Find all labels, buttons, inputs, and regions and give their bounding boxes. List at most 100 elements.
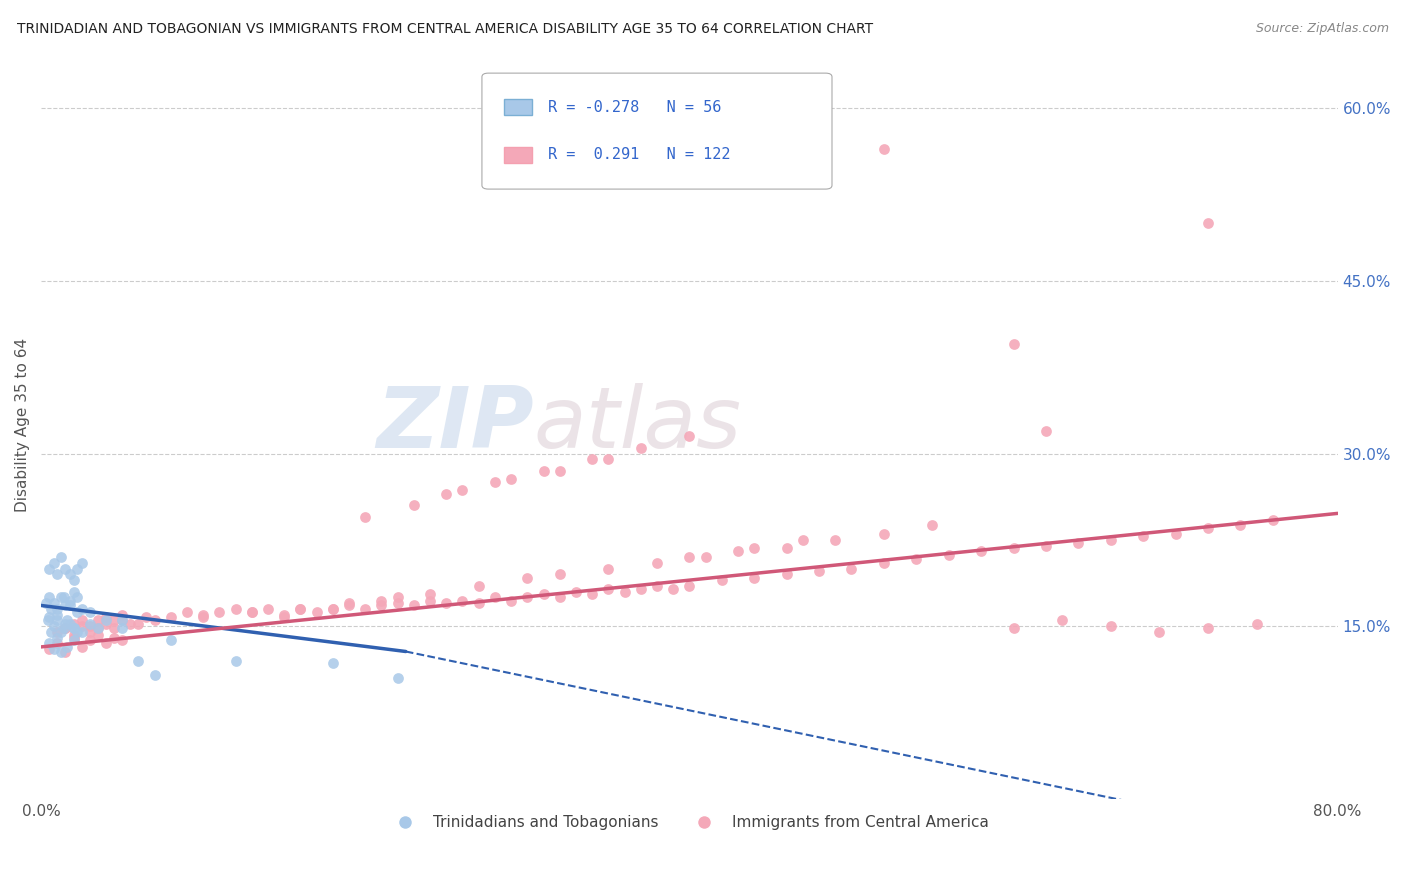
Point xyxy=(94,616,117,631)
Point xyxy=(419,594,441,608)
Point xyxy=(808,564,831,578)
Point xyxy=(159,610,181,624)
Point xyxy=(46,614,69,628)
Point xyxy=(1149,624,1171,639)
Point xyxy=(727,544,749,558)
Point xyxy=(87,622,110,636)
Point xyxy=(1002,337,1025,351)
Point xyxy=(70,614,93,628)
Point xyxy=(1197,216,1219,230)
Point xyxy=(434,487,457,501)
Point xyxy=(484,591,506,605)
Point xyxy=(111,614,134,628)
Point xyxy=(1035,424,1057,438)
Point xyxy=(46,567,69,582)
Point xyxy=(87,614,110,628)
Point xyxy=(62,632,84,647)
Point xyxy=(111,607,134,622)
Point xyxy=(94,610,117,624)
Point xyxy=(70,624,93,639)
Point xyxy=(581,587,603,601)
Point xyxy=(645,556,668,570)
Point xyxy=(548,591,571,605)
Point xyxy=(225,654,247,668)
Point xyxy=(111,614,134,628)
Point xyxy=(62,622,84,636)
Point xyxy=(52,591,75,605)
Point xyxy=(467,596,489,610)
Point xyxy=(87,622,110,636)
Point xyxy=(1261,513,1284,527)
Point xyxy=(257,602,280,616)
FancyBboxPatch shape xyxy=(482,73,832,189)
Point xyxy=(42,596,65,610)
Point xyxy=(678,429,700,443)
Point xyxy=(322,656,344,670)
Point xyxy=(193,610,215,624)
Point xyxy=(46,607,69,622)
Point xyxy=(1050,614,1073,628)
Point xyxy=(55,561,77,575)
Point xyxy=(533,464,555,478)
Point xyxy=(598,452,620,467)
Point xyxy=(70,556,93,570)
Point xyxy=(62,631,84,645)
Point xyxy=(143,667,166,681)
Point xyxy=(467,579,489,593)
Point xyxy=(62,628,84,642)
Text: ZIP: ZIP xyxy=(377,384,534,467)
Point xyxy=(62,616,84,631)
FancyBboxPatch shape xyxy=(503,147,533,163)
Point xyxy=(630,441,652,455)
Text: TRINIDADIAN AND TOBAGONIAN VS IMMIGRANTS FROM CENTRAL AMERICA DISABILITY AGE 35 : TRINIDADIAN AND TOBAGONIAN VS IMMIGRANTS… xyxy=(17,22,873,37)
Point xyxy=(1229,517,1251,532)
Point xyxy=(662,582,685,597)
Point xyxy=(38,591,60,605)
Point xyxy=(548,567,571,582)
Point xyxy=(678,579,700,593)
Point xyxy=(1099,533,1122,547)
Point xyxy=(55,644,77,658)
Point xyxy=(38,610,60,624)
Point xyxy=(354,509,377,524)
Point xyxy=(402,499,425,513)
Point xyxy=(79,606,101,620)
Point xyxy=(37,614,59,628)
Point xyxy=(1035,539,1057,553)
Point xyxy=(55,616,77,631)
Point xyxy=(695,550,717,565)
Point xyxy=(59,567,82,582)
Point xyxy=(337,596,360,610)
Point xyxy=(94,614,117,628)
Point xyxy=(548,464,571,478)
Point xyxy=(56,614,79,628)
Y-axis label: Disability Age 35 to 64: Disability Age 35 to 64 xyxy=(15,338,30,512)
Point xyxy=(127,616,149,631)
Point xyxy=(841,561,863,575)
Text: R = -0.278   N = 56: R = -0.278 N = 56 xyxy=(548,100,721,115)
Point xyxy=(62,622,84,636)
Point xyxy=(66,624,89,639)
Point xyxy=(387,591,409,605)
Point xyxy=(208,606,231,620)
Point xyxy=(516,571,538,585)
Point xyxy=(38,636,60,650)
Point xyxy=(66,591,89,605)
Point xyxy=(938,548,960,562)
Point xyxy=(103,622,125,636)
Point xyxy=(581,452,603,467)
Point xyxy=(484,475,506,490)
Point xyxy=(598,561,620,575)
Point xyxy=(59,594,82,608)
Point xyxy=(56,640,79,654)
Point xyxy=(387,596,409,610)
Point xyxy=(49,591,72,605)
Point xyxy=(66,606,89,620)
Text: atlas: atlas xyxy=(534,384,742,467)
Point xyxy=(387,671,409,685)
Point xyxy=(501,472,523,486)
Point xyxy=(305,606,328,620)
Point xyxy=(613,584,636,599)
Point xyxy=(1197,622,1219,636)
Point xyxy=(46,636,69,650)
